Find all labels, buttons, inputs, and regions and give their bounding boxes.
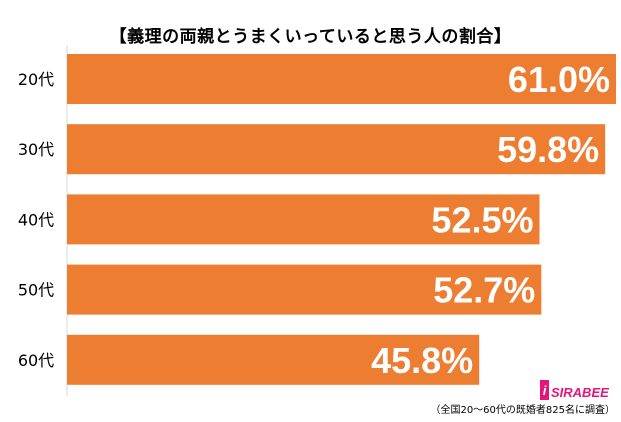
chart-title: 【義理の両親とうまくいっていると思う人の割合】 xyxy=(109,27,512,47)
bar-1 xyxy=(67,124,606,175)
data-label-3: 52.7% xyxy=(433,270,535,311)
svg-text:i: i xyxy=(543,383,547,398)
svg-text:SIRABEE: SIRABEE xyxy=(551,385,609,400)
y-tick-label-2: 40代 xyxy=(18,210,54,229)
source-footnote: （全国20～60代の既婚者825名に調査） xyxy=(430,405,615,416)
data-label-2: 52.5% xyxy=(431,199,533,240)
y-tick-label-1: 30代 xyxy=(18,140,54,159)
sirabee-logo: i SIRABEE xyxy=(540,380,609,400)
y-tick-label-4: 60代 xyxy=(18,351,54,370)
bar-0 xyxy=(67,54,616,104)
data-label-1: 59.8% xyxy=(497,129,599,170)
y-tick-label-0: 20代 xyxy=(18,70,54,89)
data-label-4: 45.8% xyxy=(371,340,473,381)
bar-2 xyxy=(67,194,540,245)
data-label-0: 61.0% xyxy=(508,59,610,100)
y-tick-label-3: 50代 xyxy=(18,281,54,300)
bar-3 xyxy=(67,264,542,315)
bar-4 xyxy=(67,334,480,385)
